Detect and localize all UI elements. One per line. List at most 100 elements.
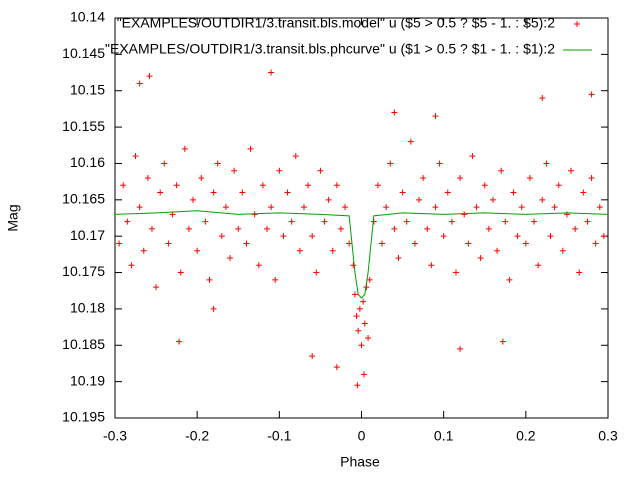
point <box>498 167 505 174</box>
point <box>469 153 476 160</box>
point <box>140 247 147 254</box>
point <box>309 233 316 240</box>
point <box>360 298 367 305</box>
point <box>333 182 340 189</box>
point <box>477 255 484 261</box>
point <box>366 276 373 283</box>
legend-label: "EXAMPLES/OUTDIR1/3.transit.bls.phcurve"… <box>105 41 555 57</box>
point <box>317 167 324 174</box>
point <box>255 262 262 269</box>
point <box>264 225 271 232</box>
point <box>420 175 427 181</box>
point <box>481 182 488 189</box>
point <box>181 145 188 152</box>
point <box>210 305 217 312</box>
point <box>136 204 143 211</box>
y-tick-label: 10.145 <box>62 45 105 61</box>
legend-label: "EXAMPLES/OUTDIR1/3.transit.bls.model" u… <box>117 15 556 31</box>
point <box>399 189 406 196</box>
point <box>120 182 127 189</box>
y-tick-label: 10.165 <box>62 191 105 207</box>
point <box>165 240 172 247</box>
x-axis-label: Phase <box>340 454 380 470</box>
point <box>489 196 496 203</box>
point <box>539 95 546 101</box>
x-tick-label: -0.1 <box>267 428 291 444</box>
point <box>596 204 603 211</box>
point <box>190 196 197 203</box>
x-tick-label: 0 <box>358 428 366 444</box>
point <box>296 247 303 254</box>
point <box>210 189 217 196</box>
point <box>485 225 492 232</box>
point <box>288 218 295 225</box>
point <box>214 160 221 167</box>
point <box>206 276 213 283</box>
point <box>329 247 336 254</box>
point <box>128 262 135 269</box>
point <box>416 196 423 203</box>
point <box>465 240 472 247</box>
point <box>436 160 443 167</box>
point <box>358 342 365 349</box>
point <box>227 255 234 261</box>
point <box>124 218 131 225</box>
point <box>177 269 184 276</box>
point <box>448 218 455 225</box>
point <box>506 276 513 283</box>
point <box>280 233 287 240</box>
point <box>300 204 307 211</box>
point <box>395 255 402 261</box>
point <box>153 284 160 291</box>
point <box>157 189 164 196</box>
point <box>333 364 340 371</box>
point <box>342 204 349 211</box>
point <box>136 80 143 87</box>
x-tick-label: -0.3 <box>103 428 127 444</box>
point <box>251 211 258 218</box>
point <box>239 189 246 196</box>
point <box>305 182 312 189</box>
x-tick-label: -0.2 <box>185 428 209 444</box>
point <box>309 353 316 360</box>
y-tick-label: 10.185 <box>62 336 105 352</box>
point <box>444 189 451 196</box>
point <box>325 196 332 203</box>
y-tick-label: 10.17 <box>70 227 105 243</box>
point <box>572 225 579 232</box>
point <box>176 338 183 345</box>
point <box>350 262 357 269</box>
point <box>185 225 192 232</box>
y-tick-label: 10.18 <box>70 300 105 316</box>
point <box>247 145 254 152</box>
point <box>588 175 595 181</box>
point <box>360 371 367 378</box>
plot-border <box>114 17 609 419</box>
point <box>518 204 525 211</box>
point <box>526 175 533 181</box>
point <box>588 91 595 98</box>
point <box>568 167 575 174</box>
point <box>354 382 361 389</box>
phase-curve <box>114 210 609 299</box>
x-tick-label: 0.3 <box>598 428 618 444</box>
point <box>365 335 372 341</box>
y-tick-label: 10.19 <box>70 372 105 388</box>
point <box>284 189 291 196</box>
point <box>584 218 591 225</box>
point <box>116 240 123 247</box>
point <box>173 182 180 189</box>
point <box>559 247 566 254</box>
point <box>440 233 447 240</box>
point <box>535 262 542 269</box>
point <box>461 211 468 218</box>
point <box>499 338 506 345</box>
point <box>494 247 501 254</box>
point <box>522 240 529 247</box>
point <box>198 175 205 181</box>
point <box>457 345 464 352</box>
point <box>576 269 583 276</box>
point <box>592 240 599 247</box>
point <box>424 225 431 232</box>
